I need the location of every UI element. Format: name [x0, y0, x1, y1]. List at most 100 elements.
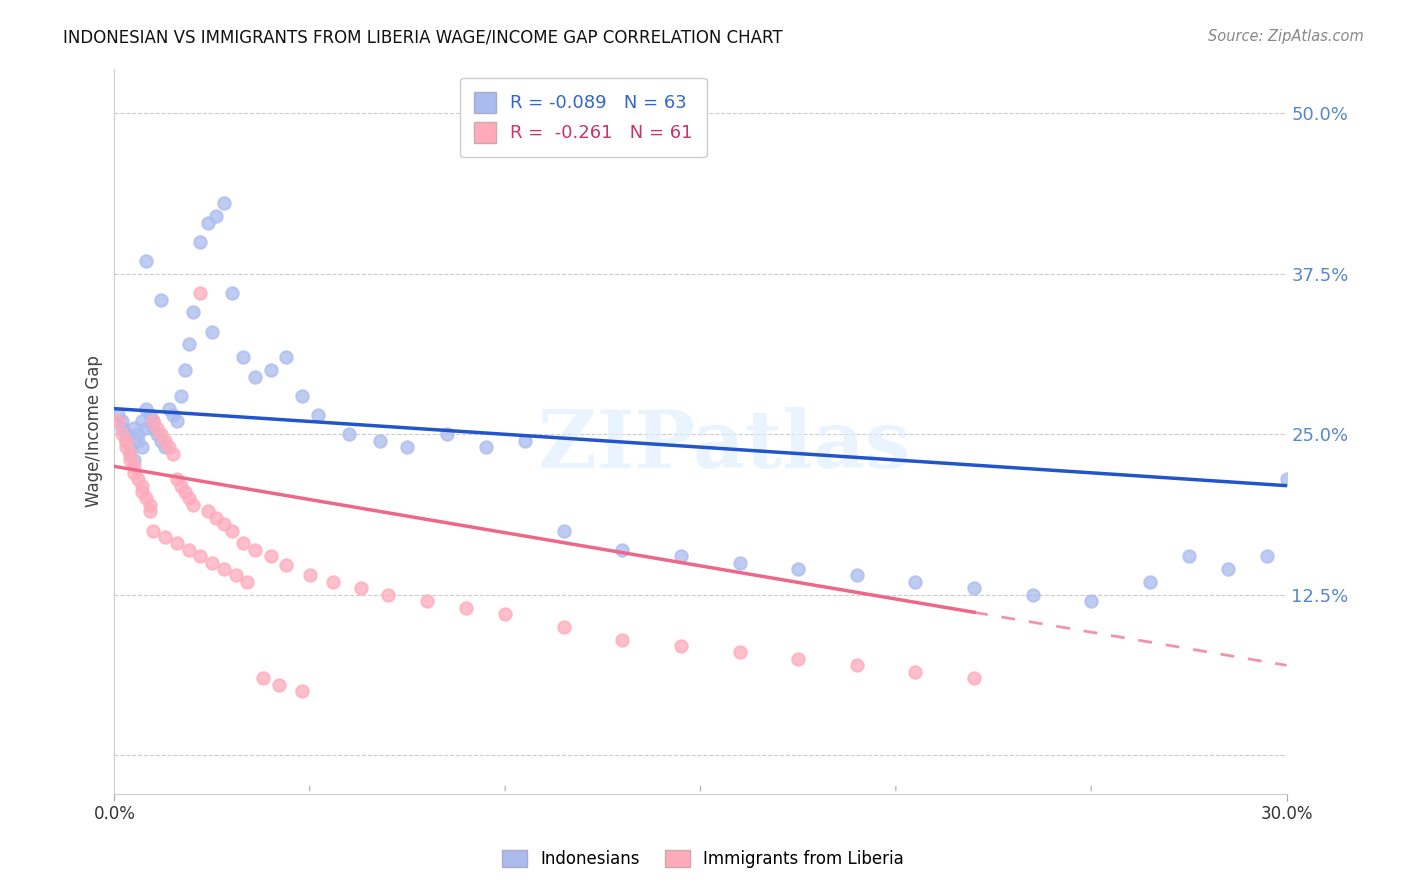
Point: [494, 607, 516, 621]
Point: [845, 568, 868, 582]
Point: [173, 363, 195, 377]
Point: [127, 427, 149, 442]
Point: [963, 582, 986, 596]
Point: [157, 440, 180, 454]
Point: [135, 254, 157, 268]
Point: [267, 677, 290, 691]
Point: [122, 453, 145, 467]
Point: [368, 434, 391, 448]
Point: [298, 568, 321, 582]
Point: [150, 293, 173, 307]
Point: [146, 427, 169, 442]
Point: [221, 524, 243, 538]
Point: [377, 588, 399, 602]
Point: [787, 562, 810, 576]
Point: [1256, 549, 1278, 564]
Point: [150, 434, 173, 448]
Point: [115, 434, 138, 448]
Point: [177, 337, 200, 351]
Point: [107, 408, 129, 422]
Y-axis label: Wage/Income Gap: Wage/Income Gap: [86, 355, 103, 507]
Point: [205, 209, 228, 223]
Point: [963, 671, 986, 685]
Point: [243, 542, 266, 557]
Point: [118, 453, 141, 467]
Point: [190, 235, 212, 249]
Point: [177, 542, 200, 557]
Point: [111, 421, 134, 435]
Point: [107, 415, 129, 429]
Point: [122, 421, 145, 435]
Point: [115, 434, 138, 448]
Point: [212, 196, 235, 211]
Point: [177, 491, 200, 506]
Point: [173, 485, 195, 500]
Point: [225, 568, 247, 582]
Point: [142, 415, 165, 429]
Point: [166, 536, 188, 550]
Point: [454, 600, 477, 615]
Point: [157, 401, 180, 416]
Point: [322, 574, 344, 589]
Point: [236, 574, 259, 589]
Point: [291, 684, 314, 698]
Point: [307, 408, 329, 422]
Point: [212, 517, 235, 532]
Point: [150, 427, 173, 442]
Point: [416, 594, 439, 608]
Point: [135, 421, 157, 435]
Point: [212, 562, 235, 576]
Point: [170, 389, 193, 403]
Point: [612, 632, 634, 647]
Point: [118, 446, 141, 460]
Point: [276, 351, 298, 365]
Point: [1178, 549, 1201, 564]
Point: [1275, 472, 1298, 486]
Point: [111, 415, 134, 429]
Point: [131, 415, 153, 429]
Point: [135, 491, 157, 506]
Point: [181, 305, 204, 319]
Point: [138, 408, 160, 422]
Point: [118, 440, 141, 454]
Point: [232, 351, 254, 365]
Point: [201, 556, 224, 570]
Point: [396, 440, 419, 454]
Point: [1216, 562, 1239, 576]
Point: [474, 440, 496, 454]
Point: [1021, 588, 1043, 602]
Point: [669, 639, 692, 653]
Point: [162, 446, 184, 460]
Point: [170, 478, 193, 492]
Point: [232, 536, 254, 550]
Point: [728, 556, 751, 570]
Point: [904, 574, 927, 589]
Text: Source: ZipAtlas.com: Source: ZipAtlas.com: [1208, 29, 1364, 44]
Point: [243, 369, 266, 384]
Point: [115, 440, 138, 454]
Point: [260, 363, 283, 377]
Point: [131, 485, 153, 500]
Text: INDONESIAN VS IMMIGRANTS FROM LIBERIA WAGE/INCOME GAP CORRELATION CHART: INDONESIAN VS IMMIGRANTS FROM LIBERIA WA…: [63, 29, 783, 46]
Point: [135, 401, 157, 416]
Point: [127, 472, 149, 486]
Point: [155, 530, 177, 544]
Point: [162, 408, 184, 422]
Point: [166, 472, 188, 486]
Point: [904, 665, 927, 679]
Point: [142, 415, 165, 429]
Point: [221, 286, 243, 301]
Point: [142, 421, 165, 435]
Point: [127, 434, 149, 448]
Point: [146, 421, 169, 435]
Point: [513, 434, 536, 448]
Point: [276, 558, 298, 573]
Point: [111, 427, 134, 442]
Point: [197, 504, 219, 518]
Point: [115, 427, 138, 442]
Point: [553, 524, 575, 538]
Point: [190, 549, 212, 564]
Point: [197, 215, 219, 229]
Point: [155, 434, 177, 448]
Point: [260, 549, 283, 564]
